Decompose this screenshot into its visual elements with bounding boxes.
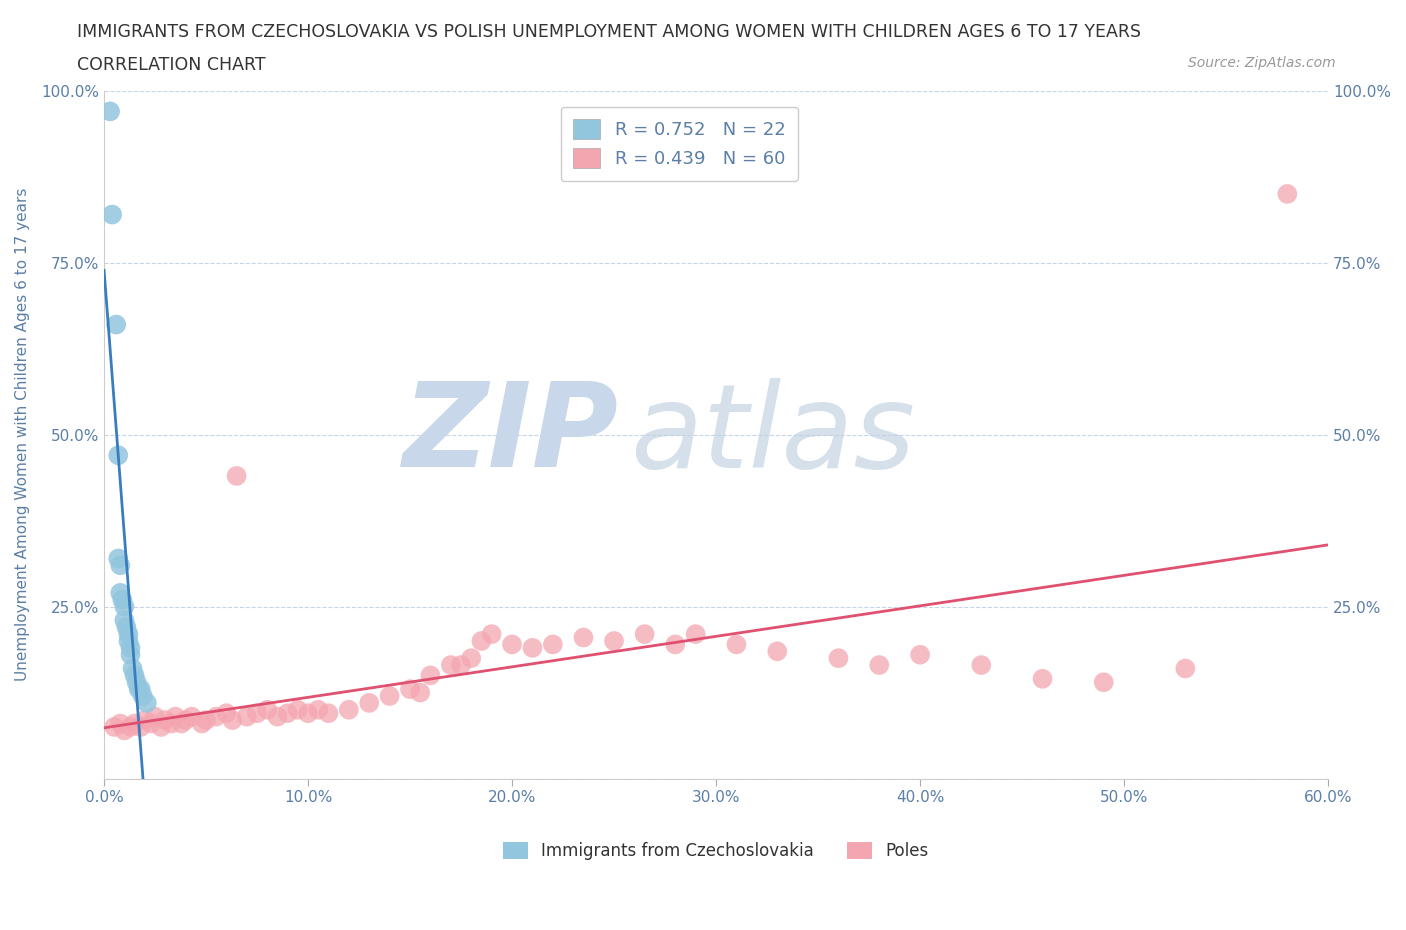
Point <box>1031 671 1053 686</box>
Point <box>110 585 132 600</box>
Point <box>160 716 183 731</box>
Point <box>195 712 218 727</box>
Point <box>481 627 503 642</box>
Point <box>98 104 121 119</box>
Point <box>174 712 197 727</box>
Point <box>103 720 125 735</box>
Point <box>124 716 146 731</box>
Text: Source: ZipAtlas.com: Source: ZipAtlas.com <box>1188 56 1336 70</box>
Text: atlas: atlas <box>630 378 915 492</box>
Point <box>150 720 173 735</box>
Point <box>110 558 132 573</box>
Point <box>337 702 360 717</box>
Point <box>419 668 441 683</box>
Point <box>359 696 381 711</box>
Point <box>101 207 124 222</box>
Point <box>191 716 214 731</box>
Point <box>236 710 259 724</box>
Point <box>170 716 193 731</box>
Point <box>129 682 152 697</box>
Point <box>112 723 135 737</box>
Point <box>135 696 157 711</box>
Point <box>460 651 482 666</box>
Text: ZIP: ZIP <box>402 378 619 492</box>
Point <box>572 631 595 645</box>
Point <box>117 633 139 648</box>
Point <box>112 613 135 628</box>
Point <box>129 720 152 735</box>
Point <box>766 644 789 658</box>
Point <box>450 658 472 672</box>
Point <box>120 720 142 735</box>
Point <box>522 641 544 656</box>
Point <box>215 706 238 721</box>
Point <box>120 641 142 656</box>
Point <box>120 647 142 662</box>
Point <box>685 627 707 642</box>
Point <box>827 651 849 666</box>
Point <box>105 317 128 332</box>
Point <box>180 710 202 724</box>
Point <box>125 675 148 690</box>
Point <box>246 706 269 721</box>
Point <box>205 710 228 724</box>
Point <box>399 682 422 697</box>
Point <box>165 710 187 724</box>
Point <box>378 688 401 703</box>
Point <box>725 637 748 652</box>
Point <box>908 647 931 662</box>
Point <box>111 592 134 607</box>
Point <box>225 469 247 484</box>
Point <box>115 619 138 634</box>
Point <box>153 712 176 727</box>
Point <box>868 658 890 672</box>
Point <box>297 706 319 721</box>
Point <box>132 688 155 703</box>
Point <box>633 627 655 642</box>
Point <box>112 599 135 614</box>
Point <box>139 716 162 731</box>
Point <box>1277 187 1299 202</box>
Point <box>287 702 309 717</box>
Point <box>970 658 993 672</box>
Legend: Immigrants from Czechoslovakia, Poles: Immigrants from Czechoslovakia, Poles <box>496 835 936 867</box>
Point <box>501 637 523 652</box>
Y-axis label: Unemployment Among Women with Children Ages 6 to 17 years: Unemployment Among Women with Children A… <box>15 188 30 682</box>
Point <box>603 633 626 648</box>
Point <box>256 702 278 717</box>
Point <box>143 710 166 724</box>
Point <box>134 712 156 727</box>
Point <box>409 685 432 700</box>
Point <box>266 710 288 724</box>
Point <box>128 682 150 697</box>
Point <box>124 668 146 683</box>
Point <box>221 712 243 727</box>
Text: CORRELATION CHART: CORRELATION CHART <box>77 56 266 73</box>
Point <box>277 706 299 721</box>
Point <box>541 637 564 652</box>
Point <box>307 702 329 717</box>
Point <box>107 448 129 463</box>
Point <box>110 716 132 731</box>
Point <box>1174 661 1197 676</box>
Point <box>121 661 143 676</box>
Point <box>440 658 463 672</box>
Point <box>1092 675 1115 690</box>
Point <box>107 551 129 565</box>
Point <box>318 706 340 721</box>
Text: IMMIGRANTS FROM CZECHOSLOVAKIA VS POLISH UNEMPLOYMENT AMONG WOMEN WITH CHILDREN : IMMIGRANTS FROM CZECHOSLOVAKIA VS POLISH… <box>77 23 1142 41</box>
Point <box>470 633 492 648</box>
Point <box>117 627 139 642</box>
Point <box>664 637 686 652</box>
